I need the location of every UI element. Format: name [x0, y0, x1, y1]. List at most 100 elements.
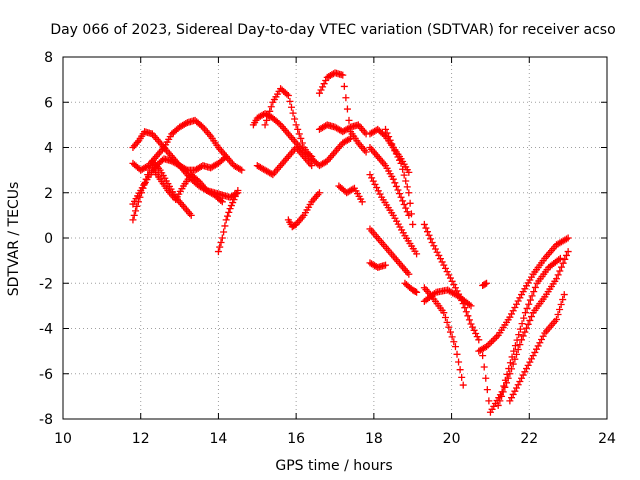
data-markers: [129, 69, 572, 416]
data-point-marker: [467, 302, 475, 310]
series-track-q: [382, 125, 417, 228]
data-point-marker: [518, 320, 526, 328]
data-point-marker: [137, 189, 145, 197]
series-track-aa: [506, 291, 568, 405]
y-tick-label: -2: [39, 276, 53, 292]
data-point-marker: [214, 248, 222, 256]
data-point-marker: [537, 335, 545, 343]
data-point-marker: [427, 235, 435, 243]
data-point-marker: [561, 255, 569, 263]
data-point-marker: [231, 193, 239, 201]
data-point-marker: [564, 234, 572, 242]
data-point-marker: [506, 313, 514, 321]
data-point-marker: [406, 199, 414, 207]
data-point-marker: [523, 324, 531, 332]
data-point-marker: [428, 239, 436, 247]
data-point-marker: [529, 352, 537, 360]
series-track-z: [494, 248, 572, 409]
data-point-marker: [382, 261, 390, 269]
data-point-marker: [284, 91, 292, 99]
data-point-marker: [441, 314, 449, 322]
data-point-marker: [227, 202, 235, 210]
data-point-marker: [523, 304, 531, 312]
data-point-marker: [342, 94, 350, 102]
data-point-marker: [411, 288, 419, 296]
data-point-marker: [218, 198, 226, 206]
data-point-marker: [383, 129, 391, 137]
data-point-marker: [493, 333, 501, 341]
data-point-marker: [193, 176, 201, 184]
data-point-marker: [511, 355, 519, 363]
data-point-marker: [218, 234, 226, 242]
data-point-marker: [496, 397, 504, 405]
data-point-marker: [446, 328, 454, 336]
data-point-marker: [222, 153, 230, 161]
data-point-marker: [400, 201, 408, 209]
data-point-marker: [423, 228, 431, 236]
data-point-marker: [525, 300, 533, 308]
data-point-marker: [554, 310, 562, 318]
data-point-marker: [392, 150, 400, 158]
data-point-marker: [221, 222, 229, 230]
data-point-marker: [526, 296, 534, 304]
data-point-marker: [511, 303, 519, 311]
data-point-marker: [516, 325, 524, 333]
data-point-marker: [499, 388, 507, 396]
data-point-marker: [308, 162, 316, 170]
data-point-marker: [475, 336, 483, 344]
data-point-marker: [556, 254, 564, 262]
data-point-marker: [182, 120, 190, 128]
data-point-marker: [129, 216, 137, 224]
data-point-marker: [539, 332, 547, 340]
series-track-b: [129, 116, 246, 174]
series-track-ab: [479, 279, 491, 290]
data-point-marker: [483, 386, 491, 394]
data-point-marker: [368, 174, 376, 182]
data-point-marker: [399, 197, 407, 205]
data-point-marker: [226, 205, 234, 213]
data-point-marker: [521, 309, 529, 317]
data-point-marker: [221, 154, 229, 162]
data-point-marker: [298, 139, 306, 147]
data-point-marker: [536, 339, 544, 347]
data-point-marker: [371, 180, 379, 188]
data-point-marker: [403, 183, 411, 191]
data-point-marker: [374, 187, 382, 195]
data-point-marker: [461, 304, 469, 312]
data-point-marker: [472, 329, 480, 337]
data-point-marker: [431, 245, 439, 253]
data-point-marker: [526, 316, 534, 324]
data-point-marker: [389, 175, 397, 183]
data-point-marker: [223, 212, 231, 220]
y-tick-label: -4: [39, 322, 53, 338]
data-point-marker: [345, 135, 353, 143]
data-point-marker: [413, 288, 421, 296]
data-point-marker: [511, 387, 519, 395]
data-point-marker: [521, 328, 529, 336]
data-point-marker: [518, 336, 526, 344]
data-point-marker: [220, 228, 228, 236]
data-point-marker: [557, 301, 565, 309]
series-track-f: [214, 186, 242, 256]
data-point-marker: [144, 171, 152, 179]
data-point-marker: [266, 107, 274, 115]
data-point-marker: [513, 300, 521, 308]
data-point-marker: [292, 121, 300, 129]
data-point-marker: [469, 323, 477, 331]
data-point-marker: [425, 231, 433, 239]
data-point-marker: [182, 165, 190, 173]
data-point-marker: [555, 256, 563, 264]
y-tick-label: 2: [44, 186, 53, 202]
data-point-marker: [294, 125, 302, 133]
data-point-marker: [519, 332, 527, 340]
data-point-marker: [396, 190, 404, 198]
data-point-marker: [491, 335, 499, 343]
data-point-marker: [376, 190, 384, 198]
data-point-marker: [436, 255, 444, 263]
x-tick-label: 10: [54, 431, 72, 447]
data-point-marker: [509, 390, 517, 398]
data-point-marker: [263, 116, 271, 124]
series-track-s: [366, 259, 390, 271]
data-point-marker: [440, 309, 448, 317]
data-point-marker: [405, 189, 413, 197]
